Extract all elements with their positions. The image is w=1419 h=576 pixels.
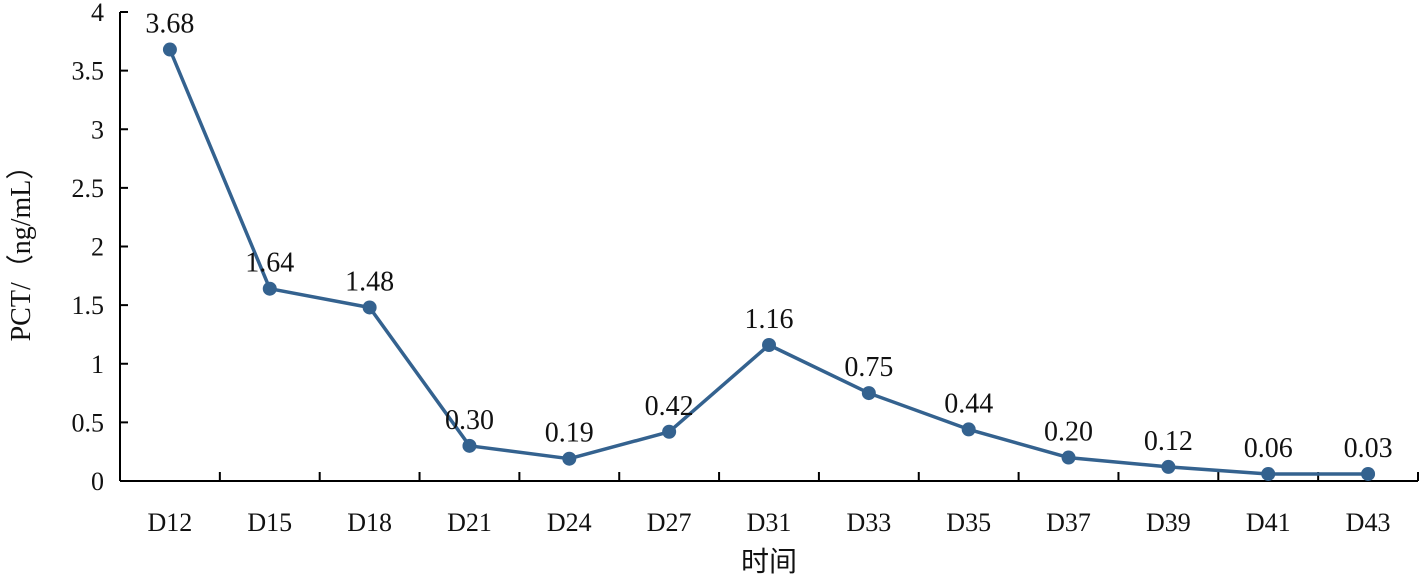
x-tick-label: D21 bbox=[447, 508, 492, 537]
y-tick-label: 3.5 bbox=[72, 57, 105, 86]
y-tick-label: 1 bbox=[91, 350, 104, 379]
data-label: 0.20 bbox=[1044, 417, 1093, 448]
data-point bbox=[961, 422, 976, 437]
data-point bbox=[162, 42, 177, 57]
x-tick-label: D12 bbox=[148, 508, 193, 537]
data-point bbox=[1161, 459, 1176, 474]
data-point bbox=[1261, 466, 1276, 481]
data-label: 1.64 bbox=[245, 248, 294, 279]
data-label: 1.16 bbox=[745, 304, 794, 335]
data-label: 0.19 bbox=[545, 418, 594, 449]
data-point bbox=[662, 424, 677, 439]
data-point bbox=[462, 438, 477, 453]
data-point bbox=[1361, 466, 1376, 481]
x-tick-label: D35 bbox=[946, 508, 991, 537]
x-tick-label: D15 bbox=[247, 508, 292, 537]
series-group: 3.68 1.64 1.48 0.30 0.19 0.42 1.16 0.75 0.44 0.20… bbox=[145, 9, 1393, 481]
x-tick-label: D39 bbox=[1146, 508, 1191, 537]
data-point bbox=[362, 300, 377, 315]
data-point bbox=[1061, 450, 1076, 465]
y-tick-label: 2 bbox=[91, 233, 104, 262]
data-point bbox=[262, 281, 277, 296]
x-tick-label: D31 bbox=[747, 508, 792, 537]
y-tick-label: 0.5 bbox=[72, 408, 105, 437]
y-axis-title: PCT/（ng/mL） bbox=[5, 152, 37, 342]
y-tick-label: 3 bbox=[91, 115, 104, 144]
x-tick-label: D33 bbox=[846, 508, 891, 537]
x-tick-label: D41 bbox=[1246, 508, 1291, 537]
x-axis-title: 时间 bbox=[741, 546, 797, 576]
y-tick-label: 2.5 bbox=[72, 174, 105, 203]
y-tick-label: 4 bbox=[91, 0, 104, 27]
data-point bbox=[762, 337, 776, 352]
y-axis-ticks: 0 0.5 1 1.5 2 2.5 3 3.5 4 bbox=[72, 0, 128, 496]
data-label: 0.03 bbox=[1344, 433, 1393, 464]
data-label: 0.12 bbox=[1144, 426, 1193, 457]
data-label: 0.06 bbox=[1244, 433, 1293, 464]
data-label: 1.48 bbox=[345, 266, 394, 297]
x-tick-label: D37 bbox=[1046, 508, 1091, 537]
x-tick-label: D43 bbox=[1346, 508, 1391, 537]
y-tick-label: 0 bbox=[91, 467, 104, 496]
series-line bbox=[168, 48, 1369, 476]
data-label: 0.75 bbox=[844, 352, 893, 383]
x-tick-label: D18 bbox=[347, 508, 392, 537]
data-point bbox=[562, 451, 577, 466]
y-tick-label: 1.5 bbox=[72, 291, 105, 320]
x-tick-label: D24 bbox=[547, 508, 592, 537]
data-label: 0.30 bbox=[445, 405, 494, 436]
data-label: 3.68 bbox=[145, 9, 194, 40]
data-point bbox=[861, 386, 876, 401]
data-label: 0.44 bbox=[944, 388, 993, 419]
data-label: 0.42 bbox=[645, 391, 694, 422]
x-tick-label: D27 bbox=[647, 508, 692, 537]
x-axis-ticks: D12 D15 D18 D21 D24 D27 D31 D33 D35 D37 D39 D41 D43 bbox=[148, 472, 1419, 537]
